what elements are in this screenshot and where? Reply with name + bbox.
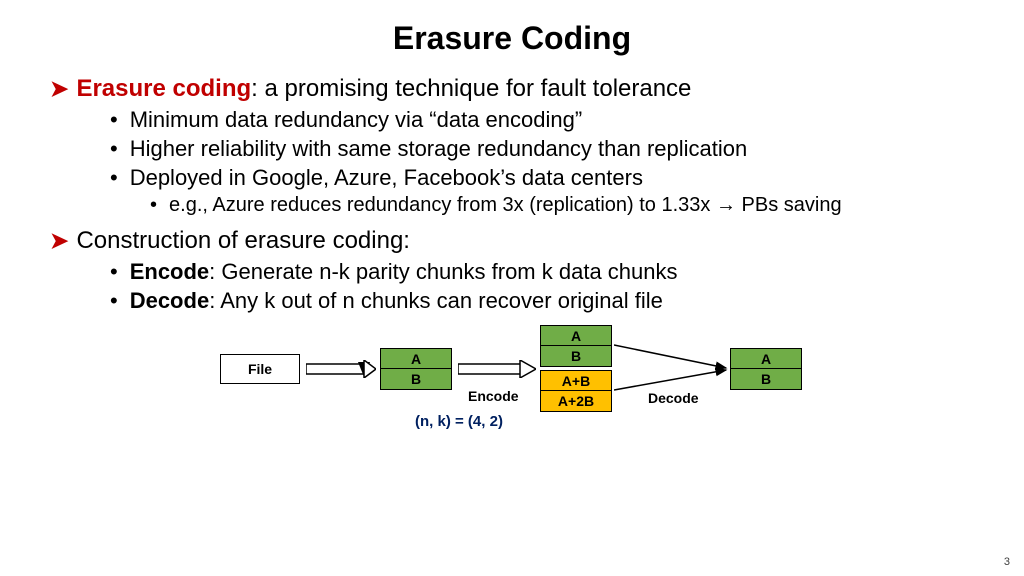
bullet-1-text: Erasure coding: a promising technique fo… bbox=[76, 75, 691, 103]
chunk-a2b: A+2B bbox=[541, 391, 611, 411]
bullet-1: ➤ Erasure coding: a promising technique … bbox=[50, 75, 974, 103]
encode-caption: Encode bbox=[468, 388, 519, 404]
decode-label: Decode bbox=[130, 288, 209, 313]
bullet-2-sub-1: • Decode: Any k out of n chunks can reco… bbox=[110, 288, 974, 314]
chunk-a2: A bbox=[541, 326, 611, 346]
chunk-a3: A bbox=[731, 349, 801, 369]
bullet-1-sub-0: • Minimum data redundancy via “data enco… bbox=[110, 107, 974, 133]
file-box: File bbox=[220, 354, 300, 384]
arrow-file-to-chunks bbox=[306, 360, 376, 378]
bullet-1-rest: : a promising technique for fault tolera… bbox=[251, 75, 691, 102]
bullet-2-sub-1-text: Decode: Any k out of n chunks can recove… bbox=[130, 288, 663, 314]
chunk-ab: A+B bbox=[541, 371, 611, 391]
encode-label: Encode bbox=[130, 259, 209, 284]
bullet-dot-icon: • bbox=[110, 259, 118, 285]
decode-rest: : Any k out of n chunks can recover orig… bbox=[209, 288, 663, 313]
chevron-icon: ➤ bbox=[50, 228, 68, 254]
bullet-1-sub-0-text: Minimum data redundancy via “data encodi… bbox=[130, 107, 582, 133]
nk-label: (n, k) = (4, 2) bbox=[415, 413, 503, 430]
chunk-stack-data: A B bbox=[540, 325, 612, 367]
encode-rest: : Generate n-k parity chunks from k data… bbox=[209, 259, 677, 284]
decode-caption: Decode bbox=[648, 390, 699, 406]
chunk-stack-parity: A+B A+2B bbox=[540, 370, 612, 412]
bullet-dot-icon: • bbox=[110, 165, 118, 191]
chunk-b3: B bbox=[731, 369, 801, 389]
bullet-dot-icon: • bbox=[110, 136, 118, 162]
bullet-2-sub-0-text: Encode: Generate n-k parity chunks from … bbox=[130, 259, 678, 285]
slide: Erasure Coding ➤ Erasure coding: a promi… bbox=[0, 0, 1024, 576]
bullet-1-sub-2-text: Deployed in Google, Azure, Facebook’s da… bbox=[130, 165, 643, 191]
bullet-1-sub-1-text: Higher reliability with same storage red… bbox=[130, 136, 748, 162]
bullet-2: ➤ Construction of erasure coding: bbox=[50, 227, 974, 255]
bullet-2-sub-0: • Encode: Generate n-k parity chunks fro… bbox=[110, 259, 974, 285]
bullet-dot-icon: • bbox=[110, 288, 118, 314]
page-number: 3 bbox=[1004, 556, 1010, 568]
arrow-encode bbox=[458, 360, 536, 378]
bullet-2-text: Construction of erasure coding: bbox=[76, 227, 410, 255]
chunk-stack-recovered: A B bbox=[730, 348, 802, 390]
chunk-b: B bbox=[381, 369, 451, 389]
chevron-icon: ➤ bbox=[50, 76, 68, 102]
chunk-stack-source: A B bbox=[380, 348, 452, 390]
bullet-dot-icon: • bbox=[110, 107, 118, 133]
bullet-dot-icon: • bbox=[150, 194, 157, 217]
bullet-1-sub-2: • Deployed in Google, Azure, Facebook’s … bbox=[110, 165, 974, 191]
chunk-a: A bbox=[381, 349, 451, 369]
bullet-1-subsub: • e.g., Azure reduces redundancy from 3x… bbox=[150, 194, 974, 217]
slide-title: Erasure Coding bbox=[50, 20, 974, 57]
bullet-1-term: Erasure coding bbox=[76, 75, 251, 102]
chunk-b2: B bbox=[541, 346, 611, 366]
erasure-diagram: File A B Enc bbox=[220, 320, 920, 430]
bullet-1-subsub-text: e.g., Azure reduces redundancy from 3x (… bbox=[169, 194, 842, 217]
bullet-1-sub-1: • Higher reliability with same storage r… bbox=[110, 136, 974, 162]
